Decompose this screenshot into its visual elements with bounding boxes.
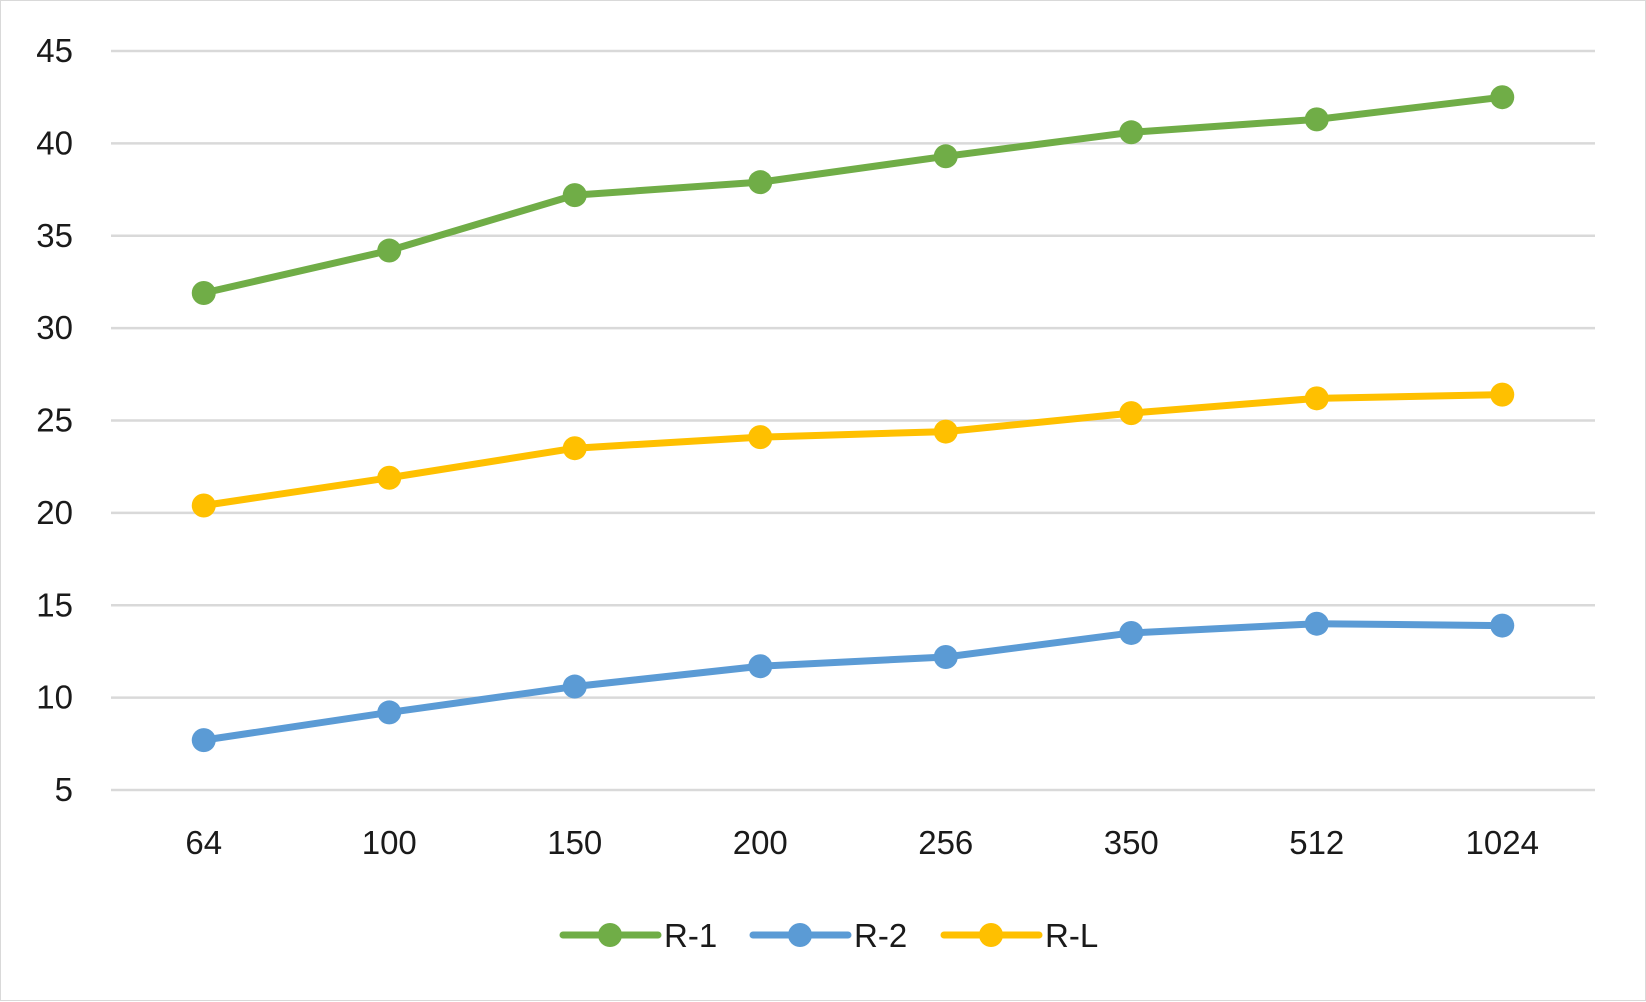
data-point (1119, 120, 1144, 145)
x-tick-label: 150 (547, 824, 602, 861)
legend-label: R-2 (854, 917, 907, 954)
y-axis-ticks: 5 10 15 20 25 30 35 40 45 (36, 32, 73, 808)
data-point (377, 700, 402, 725)
data-point (377, 238, 402, 263)
y-tick-label: 15 (36, 586, 73, 623)
y-tick-label: 20 (36, 494, 73, 531)
y-tick-label: 40 (36, 124, 73, 161)
gridlines (111, 49, 1595, 792)
data-point (377, 465, 402, 490)
legend: R-1 R-2 R-L (559, 917, 1098, 954)
data-point (191, 493, 216, 518)
x-tick-label: 64 (185, 824, 222, 861)
data-point (1304, 611, 1329, 636)
y-tick-label: 25 (36, 402, 73, 439)
data-point (748, 654, 773, 679)
y-tick-label: 5 (55, 771, 73, 808)
x-tick-label: 1024 (1466, 824, 1539, 861)
x-tick-label: 256 (918, 824, 973, 861)
series-r-l (191, 382, 1515, 518)
series-r-1 (191, 85, 1515, 306)
data-point (191, 728, 216, 753)
data-point (562, 436, 587, 461)
legend-item: R-2 (749, 917, 907, 954)
x-axis-ticks: 64 100 150 200 256 350 512 1024 (185, 824, 1539, 861)
data-point (1490, 85, 1515, 110)
data-point (1304, 386, 1329, 411)
y-tick-label: 30 (36, 309, 73, 346)
data-point (1304, 107, 1329, 132)
data-point (1490, 382, 1515, 407)
y-tick-label: 45 (36, 32, 73, 69)
y-tick-label: 35 (36, 217, 73, 254)
data-point (933, 644, 958, 669)
data-point (191, 281, 216, 306)
legend-swatch-marker (598, 923, 622, 947)
legend-label: R-L (1045, 917, 1098, 954)
y-tick-label: 10 (36, 679, 73, 716)
data-point (562, 674, 587, 699)
x-tick-label: 512 (1289, 824, 1344, 861)
data-point (933, 144, 958, 169)
legend-swatch-marker (788, 923, 812, 947)
legend-item: R-L (940, 917, 1098, 954)
data-point (933, 419, 958, 444)
x-tick-label: 200 (733, 824, 788, 861)
series-r-2 (191, 611, 1515, 753)
x-tick-label: 350 (1104, 824, 1159, 861)
series-line (200, 620, 1506, 744)
legend-swatch-marker (979, 923, 1003, 947)
data-point (562, 183, 587, 208)
x-tick-label: 100 (362, 824, 417, 861)
data-point (748, 425, 773, 450)
legend-label: R-1 (664, 917, 717, 954)
data-point (1119, 620, 1144, 645)
legend-item: R-1 (559, 917, 717, 954)
data-point (748, 170, 773, 195)
series-group (191, 85, 1515, 753)
data-point (1490, 613, 1515, 638)
series-line (200, 391, 1506, 509)
series-line (200, 93, 1506, 297)
data-point (1119, 401, 1144, 426)
